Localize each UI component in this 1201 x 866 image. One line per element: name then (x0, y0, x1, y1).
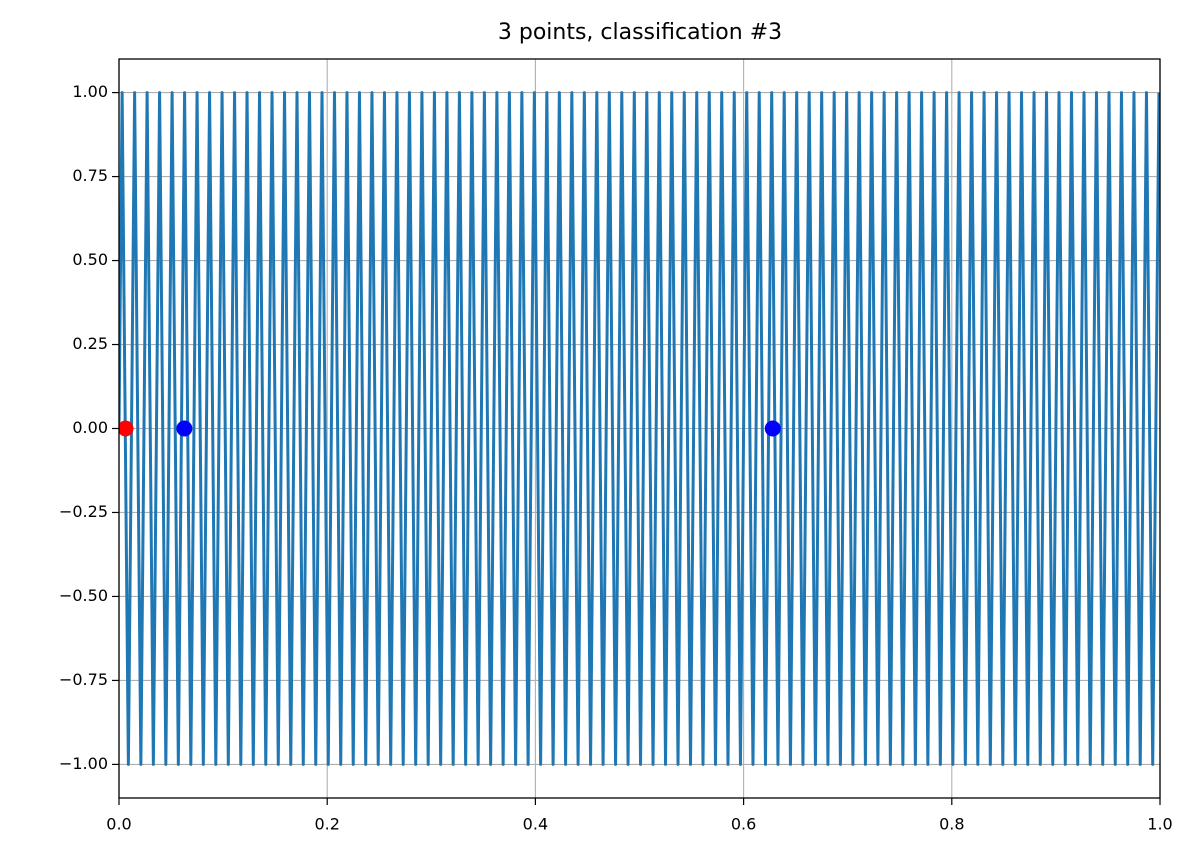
x-tick-label: 0.4 (523, 815, 548, 834)
x-tick-label: 0.6 (731, 815, 756, 834)
y-tick-label: 0.50 (72, 250, 108, 269)
point (764, 420, 781, 437)
x-tick-label: 0.0 (106, 815, 131, 834)
x-tick-label: 0.8 (939, 815, 964, 834)
y-tick-label: −1.00 (59, 754, 108, 773)
y-tick-label: −0.50 (59, 586, 108, 605)
line-series (119, 91, 1160, 766)
x-tick-label: 1.0 (1147, 815, 1172, 834)
axes-frame (118, 58, 1161, 799)
point (176, 420, 193, 437)
y-tick-label: −0.75 (59, 670, 108, 689)
chart-title: 3 points, classification #3 (498, 20, 782, 45)
y-tick-label: 0.00 (72, 418, 108, 437)
point (119, 420, 134, 437)
y-tick-label: 0.75 (72, 166, 108, 185)
y-tick-label: 0.25 (72, 334, 108, 353)
y-tick-label: 1.00 (72, 82, 108, 101)
plot-area (119, 91, 1160, 766)
x-tick-label: 0.2 (314, 815, 339, 834)
y-tick-label: −0.25 (59, 502, 108, 521)
